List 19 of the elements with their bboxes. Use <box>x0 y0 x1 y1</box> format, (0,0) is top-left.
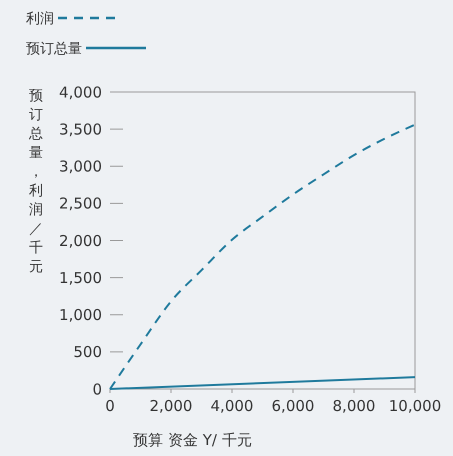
y-tick-label: 1,500 <box>59 268 102 287</box>
legend-label: 预订总量 <box>26 40 82 57</box>
x-tick-label: 0 <box>105 397 115 415</box>
y-tick-label: 3,500 <box>59 120 102 138</box>
x-tick-label: 2,000 <box>150 397 192 415</box>
x-tick-label: 8,000 <box>332 397 376 415</box>
x-tick-label: 10,000 <box>388 397 442 415</box>
y-tick-label: 4,000 <box>59 83 102 102</box>
y-tick-label: 500 <box>73 343 102 362</box>
y-tick-label: 2,000 <box>59 232 102 250</box>
legend-label: 利润 <box>26 10 54 27</box>
y-tick-label: 1,000 <box>59 306 102 324</box>
text: 预订总量，利润／千元 <box>29 88 43 275</box>
y-tick-label: 3,000 <box>59 158 102 176</box>
x-tick-label: 6,000 <box>272 397 314 415</box>
y-tick-label: 2,500 <box>59 194 102 213</box>
x-axis-title: 预算 资金 Y/ 千元 <box>133 431 252 449</box>
y-tick-label: 0 <box>92 380 102 398</box>
x-tick-label: 4,000 <box>210 397 254 415</box>
